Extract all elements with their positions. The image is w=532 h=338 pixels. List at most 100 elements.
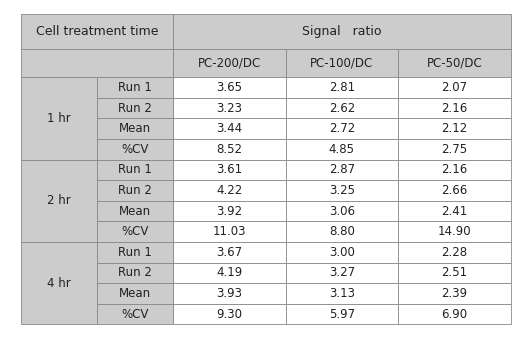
Bar [173,49,286,77]
Bar [97,98,173,118]
Text: 2.41: 2.41 [442,204,468,218]
Text: 4.19: 4.19 [216,266,243,279]
Bar [286,118,398,139]
Bar [173,304,286,324]
Bar [97,242,173,263]
Bar [398,304,511,324]
Text: 2.51: 2.51 [442,266,468,279]
Bar [97,77,173,98]
Bar [286,98,398,118]
Bar [173,263,286,283]
Bar [398,242,511,263]
Bar [97,201,173,221]
Text: %CV: %CV [121,308,149,320]
Bar [398,180,511,201]
Bar [173,180,286,201]
Bar [21,160,97,242]
Text: 3.67: 3.67 [216,246,243,259]
Text: Signal   ratio: Signal ratio [302,25,381,38]
Bar [398,221,511,242]
Text: Run 1: Run 1 [118,81,152,94]
Bar [173,201,286,221]
Text: 2.87: 2.87 [329,163,355,176]
Text: Mean: Mean [119,122,151,135]
Text: 2.16: 2.16 [442,163,468,176]
Text: 2.81: 2.81 [329,81,355,94]
Bar [173,118,286,139]
Text: 2 hr: 2 hr [47,194,71,207]
Text: 4.85: 4.85 [329,143,355,156]
Bar [21,49,173,77]
Bar [97,118,173,139]
Text: 9.30: 9.30 [217,308,242,320]
Text: Run 2: Run 2 [118,184,152,197]
Bar [286,304,398,324]
Text: PC-100/DC: PC-100/DC [310,57,373,70]
Text: PC-200/DC: PC-200/DC [198,57,261,70]
Bar [173,14,511,49]
Text: 3.25: 3.25 [329,184,355,197]
Text: 2.62: 2.62 [329,102,355,115]
Bar [97,283,173,304]
Bar [97,221,173,242]
Text: 3.44: 3.44 [216,122,243,135]
Text: Run 2: Run 2 [118,102,152,115]
Bar [97,263,173,283]
Bar [286,180,398,201]
Bar [173,139,286,160]
Text: Run 2: Run 2 [118,266,152,279]
Bar [173,77,286,98]
Text: Cell treatment time: Cell treatment time [36,25,159,38]
Text: 5.97: 5.97 [329,308,355,320]
Bar [21,242,97,324]
Text: 3.27: 3.27 [329,266,355,279]
Text: 3.00: 3.00 [329,246,355,259]
Text: 14.90: 14.90 [438,225,471,238]
Text: 3.13: 3.13 [329,287,355,300]
Bar [97,180,173,201]
Text: 2.12: 2.12 [442,122,468,135]
Text: 11.03: 11.03 [213,225,246,238]
Bar [398,139,511,160]
Bar [286,242,398,263]
Bar [173,160,286,180]
Text: 3.23: 3.23 [217,102,242,115]
Text: 3.65: 3.65 [217,81,242,94]
Text: Mean: Mean [119,287,151,300]
Bar [173,98,286,118]
Text: 4.22: 4.22 [216,184,243,197]
Text: 1 hr: 1 hr [47,112,71,125]
Text: 2.39: 2.39 [442,287,468,300]
Text: 2.07: 2.07 [442,81,468,94]
Bar [398,118,511,139]
Bar [21,14,173,49]
Bar [97,304,173,324]
Bar [398,98,511,118]
Text: Run 1: Run 1 [118,163,152,176]
Text: 3.92: 3.92 [216,204,243,218]
Text: 2.72: 2.72 [329,122,355,135]
Bar [398,283,511,304]
Text: 8.52: 8.52 [217,143,242,156]
Text: 2.66: 2.66 [442,184,468,197]
Text: Mean: Mean [119,204,151,218]
Text: 2.75: 2.75 [442,143,468,156]
Bar [398,201,511,221]
Bar [286,77,398,98]
Text: %CV: %CV [121,225,149,238]
Bar [286,283,398,304]
Text: 4 hr: 4 hr [47,276,71,290]
Bar [286,221,398,242]
Text: 3.93: 3.93 [217,287,242,300]
Text: 8.80: 8.80 [329,225,355,238]
Bar [97,139,173,160]
Text: %CV: %CV [121,143,149,156]
Text: 2.28: 2.28 [442,246,468,259]
Text: 3.61: 3.61 [216,163,243,176]
Text: PC-50/DC: PC-50/DC [427,57,483,70]
Bar [398,49,511,77]
Text: Run 1: Run 1 [118,246,152,259]
Bar [173,283,286,304]
Text: 6.90: 6.90 [442,308,468,320]
Bar [286,139,398,160]
